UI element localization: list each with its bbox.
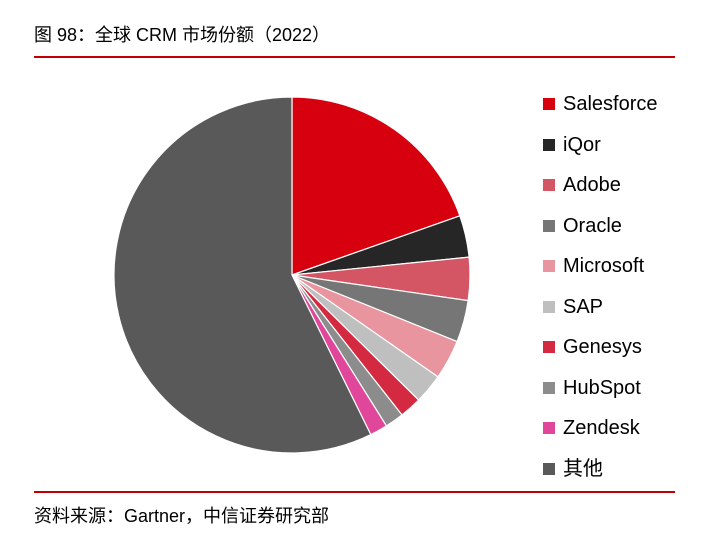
legend-swatch (543, 462, 555, 475)
legend-swatch (543, 138, 555, 151)
chart-legend: Salesforce iQor Adobe Oracle Microsoft SAP Gen… (543, 84, 658, 489)
legend-swatch (543, 422, 555, 435)
pie-slice-other (113, 96, 372, 454)
legend-label: 其他 (563, 457, 603, 480)
legend-label: Zendesk (563, 417, 640, 440)
source-divider (34, 491, 675, 493)
legend-item: Microsoft (543, 246, 658, 287)
legend-label: Genesys (563, 336, 642, 359)
legend-label: HubSpot (563, 376, 641, 399)
legend-item: Salesforce (543, 84, 658, 125)
legend-swatch (543, 381, 555, 394)
legend-item: 其他 (543, 449, 658, 490)
figure-source: 资料来源：Gartner，中信证券研究部 (34, 506, 330, 526)
legend-swatch (543, 260, 555, 273)
legend-swatch (543, 219, 555, 232)
legend-label: Salesforce (563, 93, 658, 116)
legend-swatch (543, 98, 555, 111)
legend-item: Adobe (543, 165, 658, 206)
legend-label: SAP (563, 295, 604, 318)
legend-item: HubSpot (543, 368, 658, 409)
legend-label: Oracle (563, 214, 622, 237)
figure-title: 图 98：全球 CRM 市场份额（2022） (34, 25, 331, 45)
legend-label: Adobe (563, 174, 621, 197)
title-divider (34, 56, 675, 58)
legend-item: SAP (543, 287, 658, 328)
legend-item: Genesys (543, 327, 658, 368)
legend-swatch (543, 300, 555, 313)
legend-label: iQor (563, 133, 601, 156)
legend-item: Zendesk (543, 408, 658, 449)
legend-label: Microsoft (563, 255, 645, 278)
legend-swatch (543, 341, 555, 354)
legend-item: Oracle (543, 206, 658, 247)
legend-swatch (543, 179, 555, 192)
legend-item: iQor (543, 125, 658, 166)
